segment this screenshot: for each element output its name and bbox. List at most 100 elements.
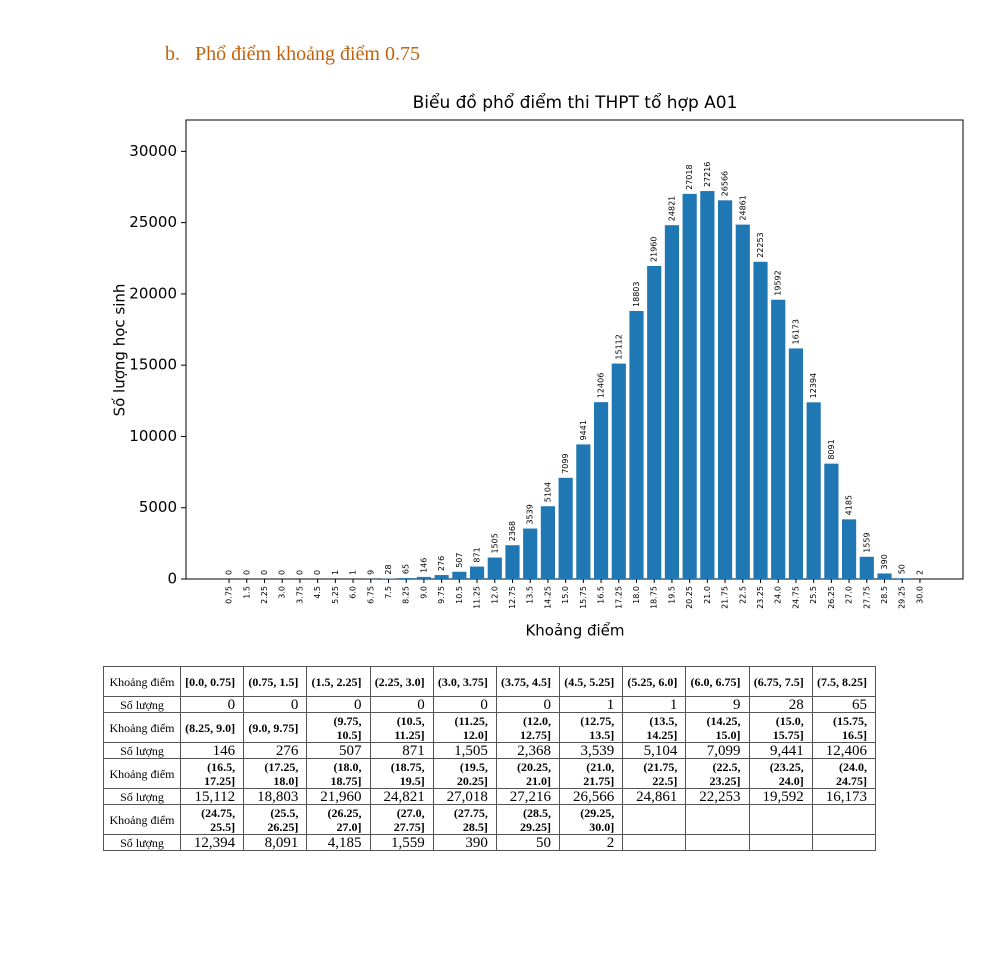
bar (434, 575, 449, 579)
table-cell: 507 (306, 742, 371, 759)
table-cell: 2 (559, 834, 624, 851)
x-tick-label: 12.75 (508, 586, 517, 609)
value-label: 871 (473, 547, 482, 562)
table-cell: (24.75, 25.5] (179, 804, 245, 835)
table-cell: (1.5, 2.25] (306, 666, 371, 697)
row-label: Khoảng điểm (103, 804, 181, 835)
bar (753, 261, 768, 579)
table-cell: (21.0, 21.75] (559, 758, 624, 789)
value-label: 18803 (632, 282, 641, 307)
value-label: 24821 (667, 196, 676, 221)
row-label: Khoảng điểm (103, 758, 181, 789)
table-cell: (18.75, 19.5] (369, 758, 434, 789)
table-cell: (15.75, 16.5] (811, 712, 877, 743)
row-label: Số lượng (103, 834, 181, 851)
table-row: Số lượng 146 276 507 871 1,505 2,368 3,539 5,104… (103, 742, 877, 759)
table-cell: (23.25, 24.0] (748, 758, 813, 789)
table-cell: 0 (179, 696, 245, 713)
table-cell: 12,394 (179, 834, 245, 851)
value-label: 1559 (862, 532, 871, 552)
bar (593, 402, 609, 579)
table-cell: 0 (432, 696, 497, 713)
y-tick-label: 30000 (129, 142, 177, 160)
table-cell: (28.5, 29.25] (495, 804, 561, 835)
bar (399, 578, 414, 579)
x-tick-label: 18.0 (632, 586, 641, 604)
bar (452, 571, 467, 579)
table-cell: (9.0, 9.75] (243, 712, 308, 743)
bar (629, 310, 644, 579)
x-tick-label: 22.5 (738, 586, 747, 604)
table-cell: 4,185 (306, 834, 371, 851)
value-label: 26566 (721, 171, 730, 196)
value-label: 2 (915, 570, 924, 575)
table-cell: 65 (811, 696, 877, 713)
bar (469, 566, 485, 579)
table-cell: 2,368 (495, 742, 561, 759)
value-label: 1505 (490, 533, 499, 553)
value-label: 15112 (614, 334, 623, 359)
row-label: Số lượng (103, 696, 181, 713)
x-tick-label: 24.75 (791, 586, 800, 609)
table-cell: (0.75, 1.5] (243, 666, 308, 697)
chart-title: Biểu đồ phổ điểm thi THPT tổ hợp A01 (413, 92, 738, 113)
value-label: 146 (419, 558, 428, 573)
table-cell: 24,861 (622, 788, 687, 805)
x-tick-label: 29.25 (898, 586, 907, 609)
x-tick-label: 13.5 (526, 586, 535, 604)
bar (717, 200, 733, 580)
table-cell: (20.25, 21.0] (495, 758, 561, 789)
x-tick-label: 9.0 (419, 586, 428, 599)
x-tick-label: 23.25 (756, 586, 765, 609)
table-cell: 1,559 (369, 834, 434, 851)
bar (806, 402, 821, 579)
value-label: 65 (402, 564, 411, 574)
x-tick-label: 5.25 (331, 586, 340, 604)
value-label: 1 (349, 570, 358, 575)
value-label: 19592 (774, 270, 783, 295)
x-tick-label: 7.5 (384, 586, 393, 599)
table-cell (622, 804, 687, 835)
value-label: 28 (384, 564, 393, 574)
table-cell: 0 (495, 696, 561, 713)
table-cell: 1 (559, 696, 624, 713)
table-cell: (27.75, 28.5] (432, 804, 497, 835)
bar (788, 348, 804, 579)
bar (505, 545, 520, 579)
value-label: 8091 (827, 439, 836, 459)
table-cell: (15.0, 15.75] (748, 712, 813, 743)
value-label: 27216 (703, 162, 712, 187)
x-tick-label: 25.5 (809, 586, 818, 604)
y-tick-label: 10000 (129, 427, 177, 445)
table-cell: 16,173 (811, 788, 877, 805)
table-cell: (9.75, 10.5] (306, 712, 371, 743)
table-cell: 9 (685, 696, 750, 713)
x-tick-label: 3.75 (295, 586, 304, 604)
value-label: 22253 (756, 232, 765, 257)
table-cell (685, 804, 750, 835)
x-tick-label: 12.0 (490, 586, 499, 604)
bar (735, 224, 750, 580)
x-tick-label: 21.0 (703, 586, 712, 604)
y-tick-label: 20000 (129, 284, 177, 302)
bar (664, 225, 680, 579)
score-table: Khoảng điểm [0.0, 0.75] (0.75, 1.5] (1.5, 2… (103, 666, 877, 851)
table-cell: (13.5, 14.25] (622, 712, 687, 743)
bar (700, 191, 715, 579)
x-tick-label: 27.75 (862, 586, 871, 609)
table-cell: (19.5, 20.25] (432, 758, 497, 789)
x-tick-label: 17.25 (614, 586, 623, 609)
table-cell: 871 (369, 742, 434, 759)
x-tick-label: 15.0 (561, 586, 570, 604)
table-cell: (3.0, 3.75] (432, 666, 497, 697)
table-cell: 0 (243, 696, 308, 713)
table-row: Khoảng điểm [0.0, 0.75] (0.75, 1.5] (1.5, 2… (103, 666, 877, 697)
value-label: 7099 (561, 453, 570, 473)
x-tick-label: 21.75 (721, 586, 730, 609)
table-cell: 24,821 (369, 788, 434, 805)
bar (771, 299, 786, 579)
x-tick-label: 2.25 (260, 586, 269, 604)
y-tick-label: 0 (167, 570, 177, 588)
table-cell (748, 804, 813, 835)
